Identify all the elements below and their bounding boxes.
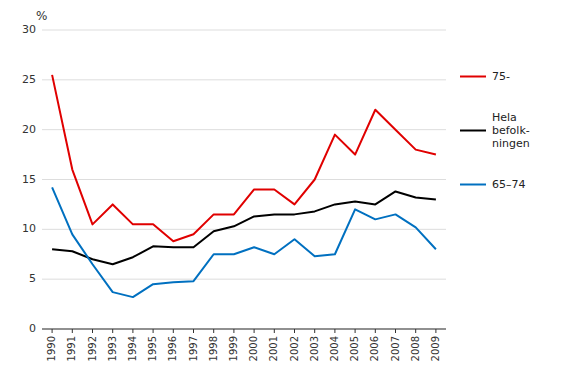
y-tick-label: 30 <box>22 23 36 36</box>
x-tick-label: 2001 <box>268 336 279 361</box>
y-tick-label: 25 <box>22 73 36 86</box>
x-tick-label: 1991 <box>66 336 77 361</box>
series-line <box>52 75 436 241</box>
x-tick <box>173 329 174 333</box>
x-tick-label: 1993 <box>107 336 118 361</box>
grid-line <box>42 329 446 330</box>
y-tick-label: 5 <box>29 272 36 285</box>
chart: 0 5 10 15 20 25 30% 1990 1991 1992 1993 1994 1995 199… <box>0 0 564 381</box>
x-tick-label: 1999 <box>228 336 239 361</box>
x-tick-label: 2007 <box>390 336 401 361</box>
grid-line <box>42 129 446 130</box>
x-tick <box>233 329 234 333</box>
grid <box>42 30 446 329</box>
legend-label: 65–74 <box>492 178 526 191</box>
x-tick-label: 1990 <box>46 336 57 361</box>
legend-swatch <box>460 130 486 132</box>
series-line <box>52 191 436 264</box>
x-tick <box>213 329 214 333</box>
y-axis-label: % <box>36 9 47 23</box>
x-tick <box>132 329 133 333</box>
x-tick <box>153 329 154 333</box>
legend: 75- Helabefolk-ningen 65–74 <box>460 70 530 191</box>
x-tick <box>294 329 295 333</box>
legend-swatch <box>460 76 486 78</box>
x-tick <box>334 329 335 333</box>
x-tick-label: 1992 <box>87 336 98 361</box>
plot-area <box>52 75 436 297</box>
x-tick <box>52 329 53 333</box>
grid-line <box>42 30 446 31</box>
series-line <box>52 187 436 297</box>
grid-line <box>42 229 446 230</box>
legend-label: 75- <box>492 70 510 83</box>
y-tick-label: 15 <box>22 173 36 186</box>
legend-swatch <box>460 184 486 186</box>
y-tick-label: 10 <box>22 222 36 235</box>
y-tick-label: 20 <box>22 123 36 136</box>
x-tick <box>72 329 73 333</box>
x-tick <box>314 329 315 333</box>
grid-line <box>42 179 446 180</box>
x-tick <box>274 329 275 333</box>
x-tick-label: 1995 <box>147 336 158 361</box>
x-tick <box>112 329 113 333</box>
x-tick-label: 2008 <box>410 336 421 361</box>
x-tick-label: 2006 <box>369 336 380 361</box>
x-tick <box>435 329 436 333</box>
x-tick-label: 1996 <box>167 336 178 361</box>
x-tick-label: 2003 <box>309 336 320 361</box>
x-tick-label: 2009 <box>430 336 441 361</box>
x-tick-label: 2002 <box>289 336 300 361</box>
grid-line <box>42 79 446 80</box>
x-tick <box>355 329 356 333</box>
x-tick-label: 1997 <box>188 336 199 361</box>
x-tick-label: 2004 <box>329 336 340 361</box>
x-tick <box>92 329 93 333</box>
x-tick <box>193 329 194 333</box>
x-tick <box>375 329 376 333</box>
legend-label: Helabefolk-ningen <box>492 111 530 150</box>
x-axis-line <box>42 329 446 330</box>
x-tick <box>254 329 255 333</box>
x-tick-label: 1994 <box>127 336 138 361</box>
x-tick-label: 1998 <box>208 336 219 361</box>
x-tick-label: 2000 <box>248 336 259 361</box>
x-tick <box>395 329 396 333</box>
y-tick-label: 0 <box>29 322 36 335</box>
x-tick-label: 2005 <box>349 336 360 361</box>
x-tick <box>415 329 416 333</box>
